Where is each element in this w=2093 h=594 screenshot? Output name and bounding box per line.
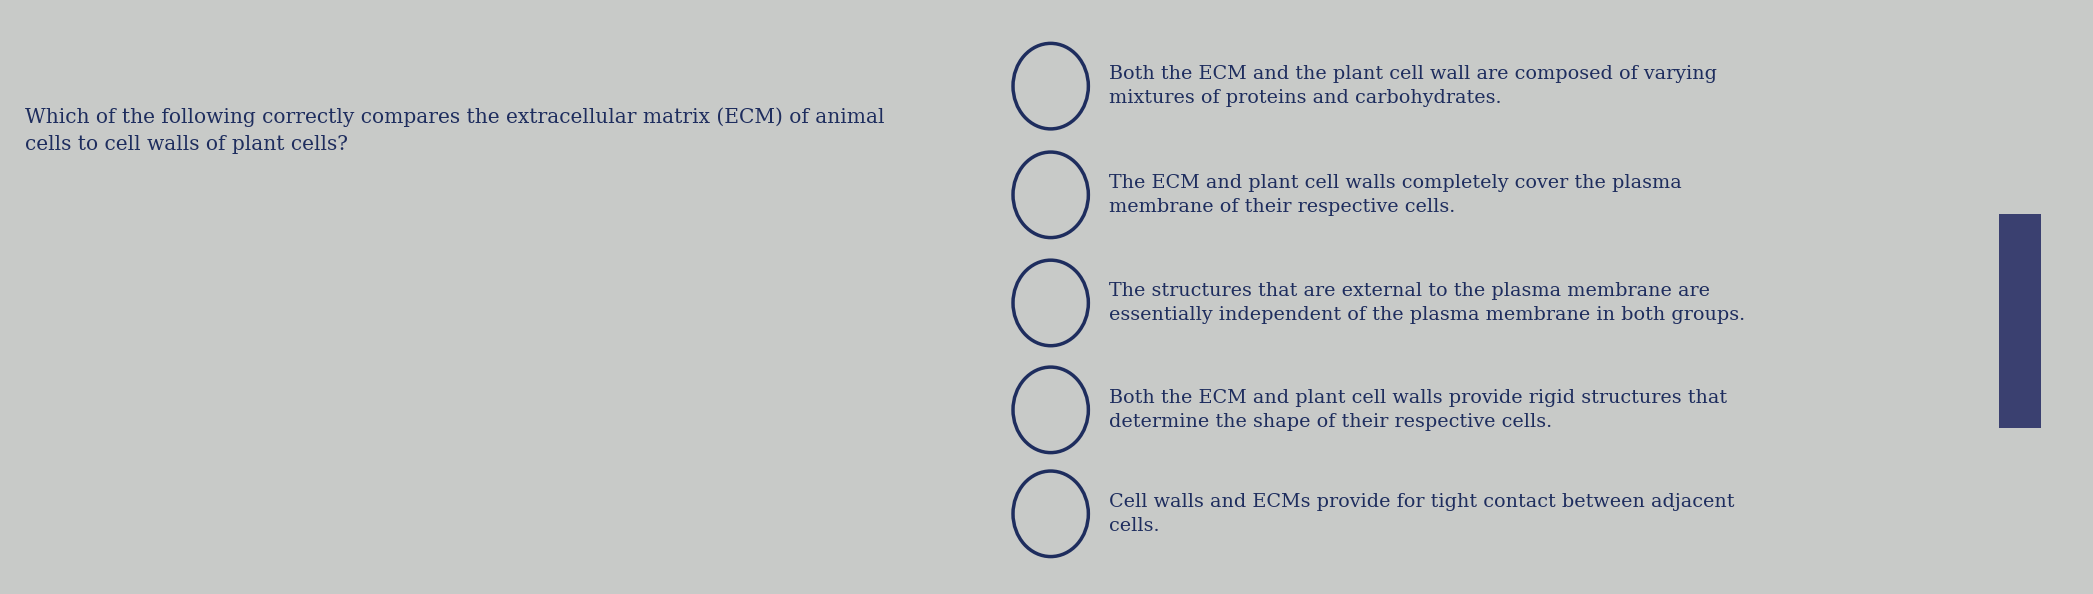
FancyBboxPatch shape — [1999, 214, 2041, 428]
Text: Both the ECM and the plant cell wall are composed of varying
mixtures of protein: Both the ECM and the plant cell wall are… — [1109, 65, 1716, 108]
Text: Both the ECM and plant cell walls provide rigid structures that
determine the sh: Both the ECM and plant cell walls provid… — [1109, 388, 1727, 431]
Ellipse shape — [1013, 471, 1088, 557]
Ellipse shape — [1013, 260, 1088, 346]
Text: The structures that are external to the plasma membrane are
essentially independ: The structures that are external to the … — [1109, 282, 1746, 324]
Ellipse shape — [1013, 367, 1088, 453]
Text: Which of the following correctly compares the extracellular matrix (ECM) of anim: Which of the following correctly compare… — [25, 108, 885, 154]
Ellipse shape — [1013, 43, 1088, 129]
Text: Cell walls and ECMs provide for tight contact between adjacent
cells.: Cell walls and ECMs provide for tight co… — [1109, 492, 1735, 535]
Ellipse shape — [1013, 152, 1088, 238]
Text: The ECM and plant cell walls completely cover the plasma
membrane of their respe: The ECM and plant cell walls completely … — [1109, 173, 1683, 216]
